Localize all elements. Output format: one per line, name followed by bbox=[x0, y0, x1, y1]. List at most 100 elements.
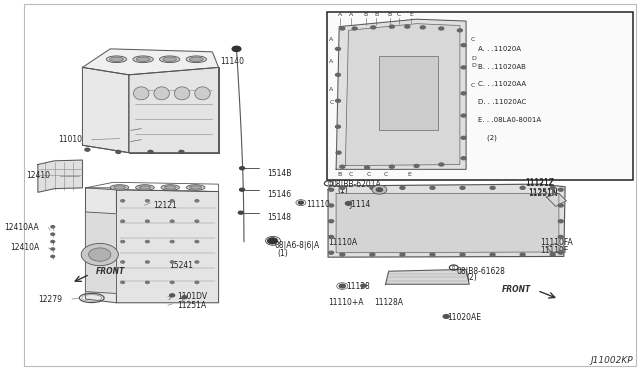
Text: 12410A: 12410A bbox=[10, 243, 39, 252]
Circle shape bbox=[116, 150, 121, 153]
Text: (1): (1) bbox=[277, 249, 288, 258]
Text: B: B bbox=[452, 265, 456, 270]
Circle shape bbox=[145, 240, 149, 243]
Text: D: D bbox=[471, 63, 476, 68]
Circle shape bbox=[430, 186, 435, 189]
Text: 11128A: 11128A bbox=[374, 298, 403, 307]
Circle shape bbox=[405, 25, 410, 28]
Polygon shape bbox=[86, 212, 116, 294]
Text: FRONT: FRONT bbox=[502, 285, 531, 294]
Text: 11251N: 11251N bbox=[528, 189, 557, 198]
Circle shape bbox=[461, 137, 466, 139]
Circle shape bbox=[352, 27, 357, 30]
Polygon shape bbox=[129, 67, 219, 153]
Circle shape bbox=[558, 220, 563, 223]
Polygon shape bbox=[86, 188, 116, 303]
Ellipse shape bbox=[139, 186, 151, 189]
Circle shape bbox=[389, 25, 394, 28]
Text: B: B bbox=[271, 238, 274, 243]
Circle shape bbox=[51, 248, 54, 250]
Circle shape bbox=[336, 151, 341, 154]
Circle shape bbox=[365, 166, 369, 169]
Text: A. . .11020A: A. . .11020A bbox=[479, 46, 522, 52]
Polygon shape bbox=[116, 190, 219, 303]
Ellipse shape bbox=[136, 57, 150, 61]
Polygon shape bbox=[386, 269, 469, 284]
Polygon shape bbox=[328, 184, 565, 257]
Circle shape bbox=[329, 251, 333, 254]
Text: C. . .11020AA: C. . .11020AA bbox=[479, 81, 527, 87]
Polygon shape bbox=[346, 24, 460, 166]
Circle shape bbox=[370, 186, 375, 189]
Circle shape bbox=[182, 296, 187, 299]
Text: B. . .11020AB: B. . .11020AB bbox=[479, 64, 526, 70]
Circle shape bbox=[145, 200, 149, 202]
Ellipse shape bbox=[190, 186, 202, 189]
Circle shape bbox=[420, 26, 425, 29]
Ellipse shape bbox=[161, 185, 180, 190]
Text: 11020AE: 11020AE bbox=[447, 313, 481, 322]
Circle shape bbox=[372, 185, 387, 194]
Ellipse shape bbox=[174, 87, 190, 100]
Ellipse shape bbox=[106, 56, 127, 62]
Text: C: C bbox=[397, 12, 401, 17]
Polygon shape bbox=[547, 193, 566, 206]
Text: 11110+A: 11110+A bbox=[328, 298, 364, 307]
Circle shape bbox=[51, 240, 54, 243]
Text: B: B bbox=[364, 12, 368, 17]
Circle shape bbox=[439, 27, 444, 30]
Circle shape bbox=[339, 284, 346, 288]
Circle shape bbox=[121, 200, 125, 202]
Polygon shape bbox=[336, 193, 559, 253]
Circle shape bbox=[195, 200, 199, 202]
Circle shape bbox=[329, 204, 333, 207]
Circle shape bbox=[51, 255, 54, 257]
Text: 12410: 12410 bbox=[26, 171, 51, 180]
Text: J11002KP: J11002KP bbox=[591, 356, 633, 365]
Text: J1114: J1114 bbox=[349, 200, 371, 209]
Ellipse shape bbox=[136, 185, 154, 190]
Text: 12121: 12121 bbox=[154, 201, 177, 210]
Circle shape bbox=[51, 226, 54, 228]
Text: 11140: 11140 bbox=[220, 57, 244, 66]
Circle shape bbox=[335, 47, 340, 50]
Ellipse shape bbox=[163, 57, 177, 61]
Circle shape bbox=[443, 315, 449, 318]
Circle shape bbox=[195, 281, 199, 283]
Circle shape bbox=[121, 281, 125, 283]
Circle shape bbox=[145, 261, 149, 263]
Text: 11010: 11010 bbox=[58, 135, 83, 144]
Text: FRONT: FRONT bbox=[96, 267, 125, 276]
Text: C: C bbox=[383, 172, 388, 177]
Bar bbox=[380, 56, 438, 131]
Circle shape bbox=[414, 164, 419, 167]
Circle shape bbox=[148, 150, 153, 153]
Circle shape bbox=[558, 235, 563, 238]
Circle shape bbox=[121, 261, 125, 263]
Polygon shape bbox=[83, 49, 219, 75]
Circle shape bbox=[439, 163, 444, 166]
Polygon shape bbox=[83, 67, 129, 153]
Ellipse shape bbox=[110, 185, 129, 190]
Text: 11121Z: 11121Z bbox=[525, 179, 554, 187]
Circle shape bbox=[430, 253, 435, 256]
Circle shape bbox=[346, 202, 351, 205]
Text: E: E bbox=[407, 172, 411, 177]
Text: B: B bbox=[327, 181, 330, 186]
Circle shape bbox=[121, 220, 125, 222]
Text: B: B bbox=[388, 12, 392, 17]
Circle shape bbox=[460, 253, 465, 256]
Text: A: A bbox=[349, 12, 353, 17]
Text: B: B bbox=[338, 172, 342, 177]
Circle shape bbox=[329, 188, 333, 191]
Text: D: D bbox=[471, 56, 476, 61]
Text: 15241: 15241 bbox=[169, 261, 193, 270]
Text: E. . .08LA0-8001A: E. . .08LA0-8001A bbox=[479, 117, 541, 123]
Ellipse shape bbox=[134, 87, 149, 100]
Text: 11251N: 11251N bbox=[528, 188, 557, 197]
Ellipse shape bbox=[164, 186, 176, 189]
Text: 11110F: 11110F bbox=[540, 246, 568, 255]
Circle shape bbox=[400, 253, 405, 256]
Text: D. . .11020AC: D. . .11020AC bbox=[479, 99, 527, 105]
Circle shape bbox=[195, 261, 199, 263]
